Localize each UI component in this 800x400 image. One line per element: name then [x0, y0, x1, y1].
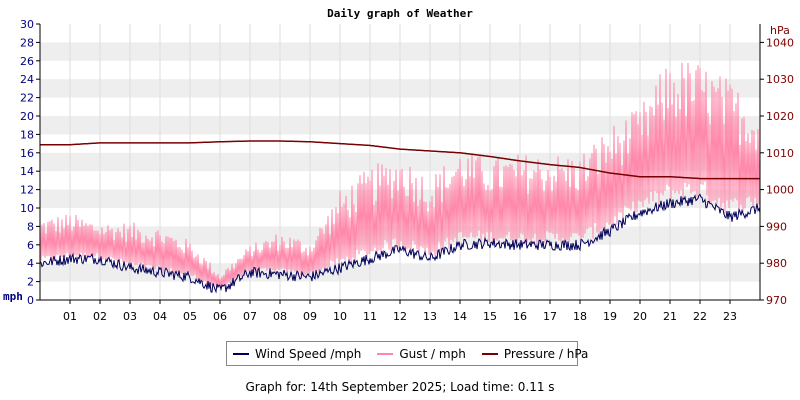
left-tick-label: 0 — [27, 294, 34, 307]
x-tick-label: 19 — [603, 310, 617, 323]
left-tick-label: 16 — [20, 147, 34, 160]
gust-series-line — [39, 62, 761, 289]
left-tick-label: 26 — [20, 55, 34, 68]
axes: 0246810121416182022242628309709809901000… — [20, 18, 794, 323]
legend-item-gust: Gust / mph — [377, 346, 466, 361]
x-tick-label: 09 — [303, 310, 317, 323]
pressure-series-line — [40, 140, 760, 180]
x-tick-label: 14 — [453, 310, 467, 323]
x-tick-label: 10 — [333, 310, 347, 323]
x-tick-label: 21 — [663, 310, 677, 323]
right-tick-label: 1010 — [766, 147, 794, 160]
wind-speed-series-line — [39, 193, 761, 294]
x-tick-label: 22 — [693, 310, 707, 323]
vertical-gridlines — [69, 24, 731, 300]
x-tick-label: 15 — [483, 310, 497, 323]
right-tick-label: 980 — [766, 257, 787, 270]
x-tick-label: 03 — [123, 310, 137, 323]
legend-label-wind: Wind Speed /mph — [255, 346, 362, 361]
right-tick-label: 1040 — [766, 36, 794, 49]
left-tick-label: 8 — [27, 220, 34, 233]
x-tick-label: 11 — [363, 310, 377, 323]
right-tick-label: 1000 — [766, 184, 794, 197]
left-tick-label: 4 — [27, 257, 34, 270]
legend: Wind Speed /mph Gust / mph Pressure / hP… — [226, 341, 588, 366]
right-axis-label: hPa — [770, 24, 790, 37]
legend-swatch-wind — [233, 352, 249, 355]
x-tick-label: 18 — [573, 310, 587, 323]
legend-label-gust: Gust / mph — [399, 346, 466, 361]
footer-status: Graph for: 14th September 2025; Load tim… — [245, 380, 555, 394]
series-layer — [39, 62, 761, 294]
left-tick-label: 2 — [27, 276, 34, 289]
left-tick-label: 22 — [20, 92, 34, 105]
left-tick-label: 24 — [20, 73, 34, 86]
chart-title: Daily graph of Weather — [327, 7, 473, 20]
x-tick-label: 13 — [423, 310, 437, 323]
left-tick-label: 12 — [20, 184, 34, 197]
right-tick-label: 990 — [766, 220, 787, 233]
legend-item-wind: Wind Speed /mph — [233, 347, 361, 361]
left-tick-label: 6 — [27, 239, 34, 252]
x-tick-label: 04 — [153, 310, 167, 323]
left-tick-label: 30 — [20, 18, 34, 31]
left-tick-label: 10 — [20, 202, 34, 215]
x-tick-label: 08 — [273, 310, 287, 323]
x-tick-label: 16 — [513, 310, 527, 323]
x-tick-label: 12 — [393, 310, 407, 323]
left-tick-label: 20 — [20, 110, 34, 123]
x-tick-label: 05 — [183, 310, 197, 323]
left-tick-label: 28 — [20, 36, 34, 49]
right-tick-label: 970 — [766, 294, 787, 307]
legend-swatch-pressure — [481, 352, 498, 355]
right-tick-label: 1030 — [766, 73, 794, 86]
left-axis-label: mph — [3, 290, 23, 303]
x-tick-label: 20 — [633, 310, 647, 323]
x-tick-label: 17 — [543, 310, 557, 323]
x-tick-label: 23 — [723, 310, 737, 323]
x-tick-label: 02 — [93, 310, 107, 323]
legend-swatch-gust — [377, 352, 394, 355]
legend-item-pressure: Pressure / hPa — [481, 346, 589, 361]
x-tick-label: 07 — [243, 310, 257, 323]
x-tick-label: 01 — [63, 310, 77, 323]
legend-label-pressure: Pressure / hPa — [503, 346, 589, 361]
left-tick-label: 14 — [20, 165, 34, 178]
x-tick-label: 06 — [213, 310, 227, 323]
right-tick-label: 1020 — [766, 110, 794, 123]
left-tick-label: 18 — [20, 128, 34, 141]
